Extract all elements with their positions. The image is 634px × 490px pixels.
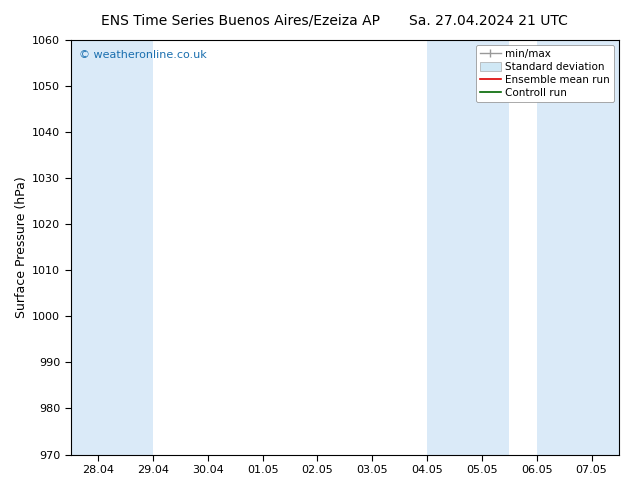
Bar — [427, 40, 509, 455]
Y-axis label: Surface Pressure (hPa): Surface Pressure (hPa) — [15, 176, 28, 318]
Bar — [71, 40, 153, 455]
Bar — [537, 40, 619, 455]
Legend: min/max, Standard deviation, Ensemble mean run, Controll run: min/max, Standard deviation, Ensemble me… — [476, 45, 614, 102]
Text: © weatheronline.co.uk: © weatheronline.co.uk — [79, 50, 207, 60]
Text: ENS Time Series Buenos Aires/Ezeiza AP: ENS Time Series Buenos Aires/Ezeiza AP — [101, 14, 380, 28]
Text: Sa. 27.04.2024 21 UTC: Sa. 27.04.2024 21 UTC — [409, 14, 567, 28]
